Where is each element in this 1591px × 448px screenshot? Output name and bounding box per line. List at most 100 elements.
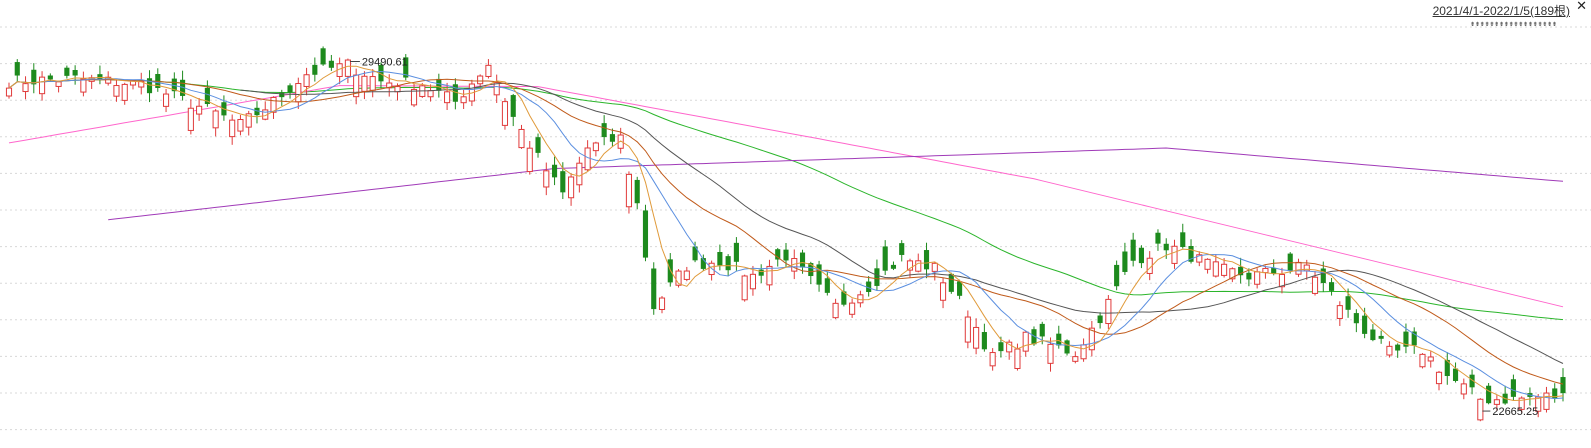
ma5-line [8,65,1564,402]
candle [692,241,698,263]
candle-body [584,147,591,171]
candle-body [1320,268,1326,284]
candle-body [1138,247,1144,264]
candle [245,110,252,136]
candle-body [187,107,194,131]
candle [1006,339,1013,360]
low-price-label: 22665.25 [1492,406,1538,418]
candle-body [651,268,657,310]
candle-body [485,64,492,77]
candle [1493,395,1500,411]
candle [568,173,575,206]
candle-body [733,242,739,262]
candle [344,58,351,84]
candle [1212,254,1219,278]
candle [279,89,285,106]
candle-body [436,78,442,91]
candle-body [717,252,723,266]
candle-body [312,64,318,75]
candle-body [162,93,170,107]
candle-body [1047,343,1054,364]
candle-body [741,275,748,301]
candle [948,272,954,294]
high-price-label: 29490.61 [362,56,408,68]
candle-body [551,164,558,178]
candle-body [1303,264,1310,272]
candle-body [1122,251,1128,272]
candle [1188,239,1194,264]
candle-body [1039,323,1045,337]
candle [1510,374,1516,401]
candle [204,80,210,107]
candle-body [964,316,971,343]
candle [816,260,822,292]
candle [31,63,37,94]
candle [1552,383,1558,403]
candle [378,62,384,89]
candle-body [700,258,706,269]
candle-body [1278,274,1286,288]
candle [683,266,690,282]
candle-body [535,137,541,153]
candle [766,259,773,291]
candle [1395,343,1401,358]
candle [403,54,409,81]
candle [1196,251,1203,267]
candle-body [1403,331,1409,347]
close-icon[interactable]: ✕ [1576,0,1587,14]
candle [1080,338,1087,362]
candle [658,296,666,314]
candle-body [899,243,905,255]
candle [749,265,756,296]
candle-body [957,281,963,296]
candle-body [1287,253,1293,271]
candle [295,77,302,109]
candle [361,71,368,100]
candle [229,114,236,145]
candle [22,76,29,100]
candle [981,323,987,352]
candle-body [477,75,484,85]
candle [1295,258,1302,277]
candle [353,68,360,105]
candle-body [1114,264,1120,287]
candle [1320,261,1326,292]
candle [1444,352,1450,385]
candle-body [444,91,451,104]
candle-body [501,101,509,126]
candle-body [981,332,987,350]
candle [651,262,657,315]
candle [584,140,591,172]
candle-body [866,281,872,292]
candle-body [692,246,698,261]
candle-body [1419,353,1426,368]
candle-body [31,69,37,85]
candle-body [1395,344,1401,351]
candle-body [1295,261,1302,275]
candle [808,261,814,285]
candle-body [998,342,1004,352]
candle [964,310,971,349]
candle [436,73,442,98]
candle [1221,258,1228,278]
candle-body [403,57,409,78]
candle [849,298,856,318]
candle [592,141,599,157]
candle [1435,370,1443,391]
candle-body [824,278,830,293]
date-range-label[interactable]: 2021/4/1-2022/1/5(189根) [1432,4,1570,18]
candle-body [452,84,458,102]
candle-body [1072,356,1079,362]
candle [998,336,1004,358]
candle-body [1180,232,1186,247]
candle [1097,312,1103,329]
candle [196,98,203,121]
candle-body [47,75,53,80]
candle-body [22,83,29,93]
candle-body [1469,374,1475,388]
candle-body [675,270,682,286]
candle-body [609,134,615,142]
candle [518,124,525,149]
candle [1105,295,1112,330]
candle-body [592,142,599,152]
